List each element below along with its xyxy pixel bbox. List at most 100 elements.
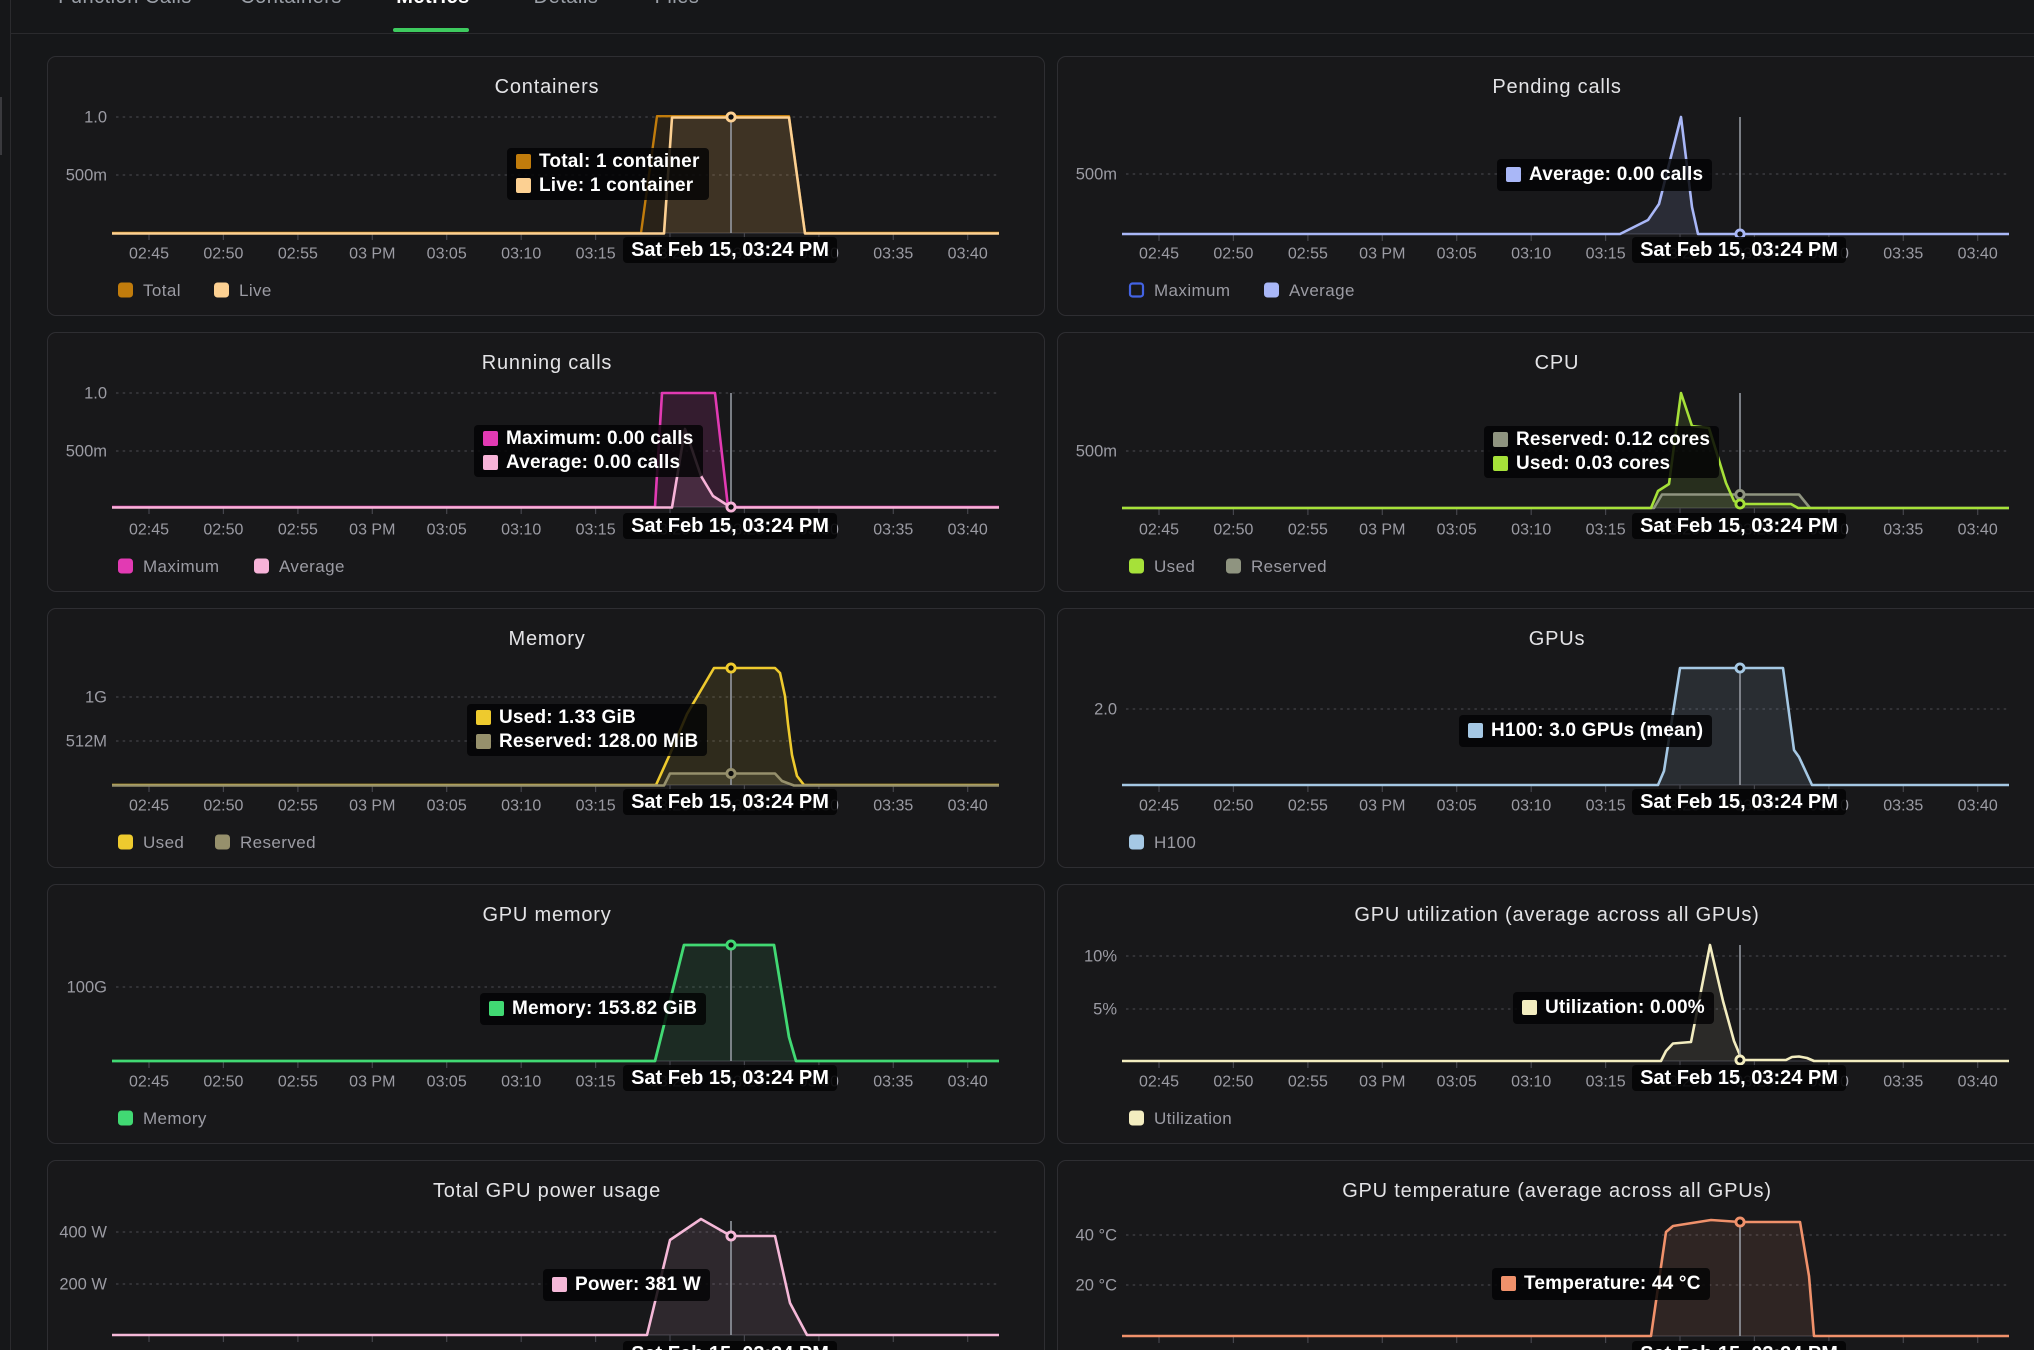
svg-text:03 PM: 03 PM (349, 246, 395, 263)
svg-text:03:40: 03:40 (948, 798, 988, 815)
svg-text:500m: 500m (1076, 443, 1117, 461)
svg-text:03:40: 03:40 (1958, 246, 1998, 263)
svg-text:02:45: 02:45 (129, 798, 169, 815)
svg-text:03:35: 03:35 (1883, 798, 1923, 815)
svg-text:1.0: 1.0 (84, 109, 107, 127)
svg-text:1G: 1G (85, 689, 107, 707)
svg-text:02:55: 02:55 (1288, 246, 1328, 263)
svg-text:Utilization: Utilization (1154, 1109, 1232, 1128)
svg-text:03:35: 03:35 (1883, 522, 1923, 539)
svg-text:Total GPU power usage: Total GPU power usage (433, 1180, 661, 1202)
svg-text:03:40: 03:40 (948, 246, 988, 263)
svg-text:03:35: 03:35 (1883, 246, 1923, 263)
svg-text:02:55: 02:55 (1288, 1074, 1328, 1091)
svg-text:03:35: 03:35 (873, 246, 913, 263)
svg-text:02:50: 02:50 (203, 1074, 243, 1091)
svg-text:Live: Live (239, 281, 272, 300)
svg-text:03:35: 03:35 (1883, 1074, 1923, 1091)
svg-text:02:50: 02:50 (203, 522, 243, 539)
svg-text:GPUs: GPUs (1529, 628, 1586, 650)
svg-text:H100: H100 (1154, 833, 1196, 852)
svg-text:Maximum: Maximum (1154, 281, 1230, 300)
svg-text:Average: Average (279, 557, 345, 576)
svg-text:02:55: 02:55 (278, 246, 318, 263)
svg-text:02:45: 02:45 (1139, 1074, 1179, 1091)
svg-text:03:15: 03:15 (576, 798, 616, 815)
svg-text:5%: 5% (1093, 1001, 1117, 1019)
svg-text:03:15: 03:15 (1586, 1074, 1626, 1091)
svg-text:03:10: 03:10 (1511, 1074, 1551, 1091)
svg-text:02:45: 02:45 (129, 1074, 169, 1091)
svg-text:GPU temperature (average acros: GPU temperature (average across all GPUs… (1342, 1180, 1772, 1202)
svg-text:03:10: 03:10 (501, 246, 541, 263)
svg-text:03:10: 03:10 (501, 1074, 541, 1091)
svg-text:02:45: 02:45 (129, 522, 169, 539)
svg-text:03:40: 03:40 (1958, 1074, 1998, 1091)
svg-text:03:40: 03:40 (948, 1074, 988, 1091)
svg-text:500m: 500m (1076, 166, 1117, 184)
svg-text:03 PM: 03 PM (349, 1074, 395, 1091)
svg-text:03:35: 03:35 (873, 522, 913, 539)
svg-text:Reserved: Reserved (1251, 557, 1327, 576)
svg-text:GPU memory: GPU memory (482, 904, 611, 926)
svg-text:02:50: 02:50 (203, 246, 243, 263)
svg-text:20 °C: 20 °C (1076, 1277, 1118, 1295)
svg-text:02:55: 02:55 (278, 798, 318, 815)
svg-text:500m: 500m (66, 443, 107, 461)
svg-text:03:10: 03:10 (1511, 246, 1551, 263)
svg-text:100G: 100G (67, 979, 107, 997)
svg-text:2.0: 2.0 (1094, 701, 1117, 719)
svg-text:03:40: 03:40 (1958, 522, 1998, 539)
svg-text:03:15: 03:15 (1586, 798, 1626, 815)
svg-text:03 PM: 03 PM (349, 798, 395, 815)
svg-text:03:40: 03:40 (1958, 798, 1998, 815)
svg-text:03:05: 03:05 (427, 522, 467, 539)
svg-text:03:05: 03:05 (1437, 246, 1477, 263)
svg-text:512M: 512M (66, 733, 107, 751)
svg-text:02:50: 02:50 (1213, 522, 1253, 539)
svg-text:02:55: 02:55 (1288, 798, 1328, 815)
svg-text:03 PM: 03 PM (1359, 522, 1405, 539)
svg-text:03:35: 03:35 (873, 798, 913, 815)
svg-text:Memory: Memory (143, 1109, 207, 1128)
svg-text:Containers: Containers (495, 76, 600, 98)
svg-text:03:15: 03:15 (576, 1074, 616, 1091)
svg-text:02:45: 02:45 (1139, 522, 1179, 539)
svg-text:03:15: 03:15 (576, 246, 616, 263)
svg-text:03 PM: 03 PM (1359, 798, 1405, 815)
svg-text:02:55: 02:55 (278, 1074, 318, 1091)
svg-text:03:15: 03:15 (1586, 522, 1626, 539)
svg-text:02:55: 02:55 (278, 522, 318, 539)
svg-text:03:05: 03:05 (1437, 1074, 1477, 1091)
svg-text:200 W: 200 W (59, 1276, 107, 1294)
svg-text:02:45: 02:45 (1139, 798, 1179, 815)
svg-text:02:50: 02:50 (1213, 1074, 1253, 1091)
svg-text:Used: Used (1154, 557, 1195, 576)
svg-text:03:40: 03:40 (948, 522, 988, 539)
svg-text:02:50: 02:50 (1213, 246, 1253, 263)
svg-text:Average: Average (1289, 281, 1355, 300)
svg-text:03 PM: 03 PM (349, 522, 395, 539)
svg-text:03 PM: 03 PM (1359, 246, 1405, 263)
svg-text:Running calls: Running calls (482, 352, 612, 374)
svg-text:GPU utilization (average acros: GPU utilization (average across all GPUs… (1354, 904, 1759, 926)
svg-text:CPU: CPU (1535, 352, 1580, 374)
svg-text:03:10: 03:10 (1511, 522, 1551, 539)
svg-text:03:05: 03:05 (1437, 522, 1477, 539)
svg-text:Used: Used (143, 833, 184, 852)
svg-text:02:50: 02:50 (1213, 798, 1253, 815)
svg-text:03:05: 03:05 (427, 246, 467, 263)
svg-text:02:45: 02:45 (129, 246, 169, 263)
svg-text:03:05: 03:05 (1437, 798, 1477, 815)
svg-text:02:55: 02:55 (1288, 522, 1328, 539)
svg-text:500m: 500m (66, 167, 107, 185)
svg-text:Memory: Memory (508, 628, 585, 650)
svg-text:Total: Total (143, 281, 181, 300)
svg-text:03:05: 03:05 (427, 1074, 467, 1091)
svg-text:400 W: 400 W (59, 1224, 107, 1242)
svg-text:Maximum: Maximum (143, 557, 219, 576)
svg-text:03:35: 03:35 (873, 1074, 913, 1091)
svg-text:03:15: 03:15 (576, 522, 616, 539)
svg-text:03 PM: 03 PM (1359, 1074, 1405, 1091)
svg-text:03:10: 03:10 (1511, 798, 1551, 815)
